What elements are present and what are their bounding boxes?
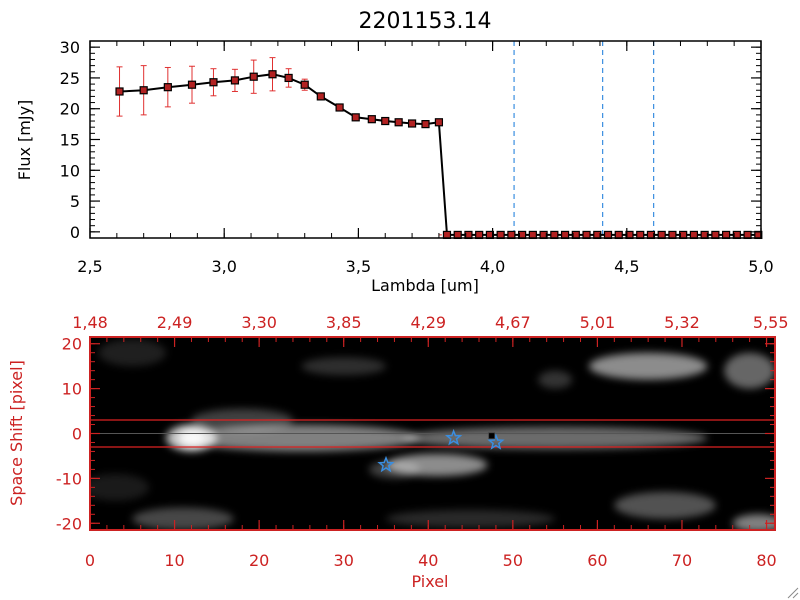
- image-y-tick-label: -10: [56, 469, 82, 488]
- spectrum-point: [268, 70, 277, 79]
- image-top-tick-label: 1,48: [72, 313, 108, 332]
- image-top-tick-label: 5,32: [664, 313, 700, 332]
- spectrum-y-tick-labels: 0 5 10 15 20 25 30: [60, 38, 80, 242]
- image-x-tick-label: 30: [334, 551, 354, 570]
- emission-blob: [301, 357, 386, 376]
- spectrum-x-tick-label: 4,0: [480, 257, 505, 276]
- image-x-tick-label: 80: [756, 551, 776, 570]
- spectrum-point: [163, 83, 172, 92]
- image-x-tick-label: 0: [85, 551, 95, 570]
- spectrum-ticks: [89, 41, 762, 238]
- image-y-tick-label: 0: [72, 425, 82, 444]
- spectrum-x-tick-label: 5,0: [748, 257, 773, 276]
- spectrum-y-tick-label: 0: [70, 223, 80, 242]
- spectrum-y-axis-label: Flux [mJy]: [15, 100, 34, 181]
- spectrum-x-tick-label: 4,5: [614, 257, 639, 276]
- spectrum-point: [434, 118, 444, 127]
- image-ticks: [89, 337, 775, 530]
- image-y-tick-label: -20: [56, 514, 82, 533]
- image-y-axis-label: Space Shift [pixel]: [7, 360, 26, 506]
- image-x-tick-label: 20: [249, 551, 269, 570]
- image-x-tick-label: 40: [418, 551, 438, 570]
- emission-blob: [614, 491, 716, 519]
- spectrum-point: [230, 76, 240, 85]
- image-top-tick-label: 3,30: [241, 313, 277, 332]
- spectrum-y-tick-label: 25: [60, 69, 80, 88]
- image-y-tick-label: 20: [62, 335, 82, 354]
- emission-blob: [588, 352, 708, 380]
- spectrum-x-tick-label: 2,5: [77, 257, 102, 276]
- spectrum-x-tick-label: 3,0: [211, 257, 236, 276]
- image-top-tick-label: 4,67: [495, 313, 531, 332]
- spectrum-point: [367, 115, 376, 124]
- spectrum-plot: 2201153.14 2,5 3,0 3,5 4,0 4,5 5,0 0 5 10 15 20 25…: [15, 9, 774, 295]
- spectrum-point: [115, 87, 124, 96]
- spectrum-y-tick-label: 5: [70, 192, 80, 211]
- resize-grip-icon: [787, 587, 799, 599]
- emission-blob: [98, 339, 167, 367]
- spectrum-y-tick-label: 30: [60, 38, 80, 57]
- image-x-axis-label: Pixel: [411, 572, 448, 591]
- spectrum-point: [407, 119, 417, 128]
- spectrum-x-tick-labels: 2,5 3,0 3,5 4,0 4,5 5,0: [77, 257, 773, 276]
- image-top-tick-labels: 1,48 2,49 3,30 3,85 4,29 4,67 5,01 5,32 5,55: [72, 313, 788, 332]
- image-y-tick-labels: -20 -10 0 10 20: [56, 335, 82, 534]
- spectrum-point: [394, 118, 403, 127]
- spectrum-point: [300, 80, 309, 89]
- emission-blob: [732, 514, 775, 530]
- image-aperture-lines: [90, 419, 775, 448]
- spectrum-y-tick-label: 10: [60, 161, 80, 180]
- spectrum-point: [351, 113, 360, 122]
- square-marker: [488, 432, 496, 440]
- image-top-tick-label: 5,01: [580, 313, 616, 332]
- image-top-tick-label: 4,29: [410, 313, 446, 332]
- image-markers: [377, 428, 505, 473]
- spectral-image-plot: 0 10 20 30 40 50 60 70 80 -20 -10 0 10 20 1,48 2,49 3,…: [7, 313, 789, 591]
- image-x-tick-label: 10: [164, 551, 184, 570]
- spectrum-point: [381, 116, 390, 126]
- spectrum-x-axis-label: Lambda [um]: [371, 276, 479, 295]
- spectrum-point: [249, 72, 258, 81]
- star-marker-icon: [487, 433, 505, 450]
- emission-blob: [538, 370, 573, 389]
- spectrum-point: [187, 80, 197, 89]
- image-top-tick-label: 2,49: [157, 313, 193, 332]
- spectrum-x-tick-label: 3,5: [346, 257, 371, 276]
- spectrum-point: [421, 120, 430, 129]
- emission-blob: [402, 426, 708, 450]
- image-x-tick-label: 70: [672, 551, 692, 570]
- emission-core: [177, 429, 206, 447]
- spectrum-y-tick-label: 20: [60, 100, 80, 119]
- image-x-tick-label: 60: [587, 551, 607, 570]
- spectrum-title: 2201153.14: [359, 9, 492, 34]
- emission-blob: [183, 424, 420, 452]
- image-top-tick-label: 5,55: [753, 313, 789, 332]
- spectrum-point: [139, 86, 148, 95]
- emission-blob: [132, 507, 234, 530]
- spectrum-point: [209, 78, 218, 87]
- spectrum-point: [284, 73, 293, 83]
- emission-blob: [724, 352, 775, 389]
- spectrum-point: [335, 103, 344, 112]
- emission-blob: [369, 460, 420, 479]
- image-x-tick-label: 50: [503, 551, 523, 570]
- image-y-tick-label: 10: [62, 380, 82, 399]
- emission-blob: [90, 473, 150, 501]
- spectrum-y-tick-label: 15: [60, 131, 80, 150]
- star-marker-icon: [377, 455, 395, 473]
- spectrum-vertical-lines: [438, 41, 761, 238]
- spectrum-point: [316, 92, 325, 101]
- star-marker-icon: [444, 428, 463, 446]
- image-top-tick-label: 3,85: [326, 313, 362, 332]
- image-x-tick-labels: 0 10 20 30 40 50 60 70 80: [85, 551, 777, 570]
